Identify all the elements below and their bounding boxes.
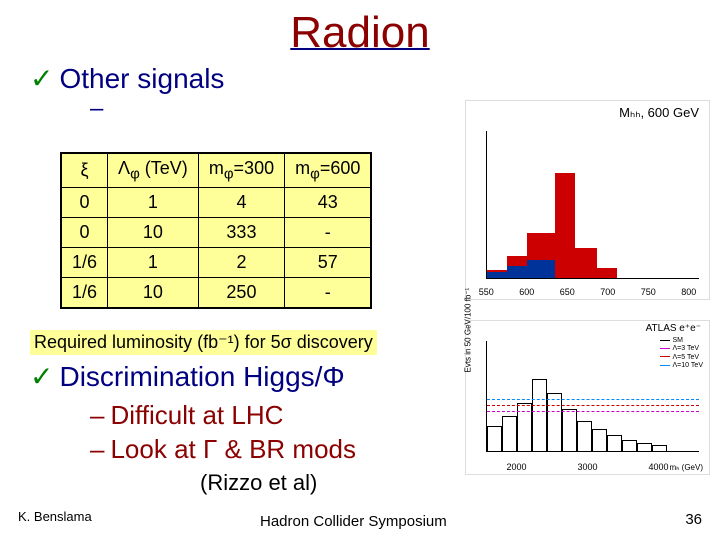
col-m300: mφ=300: [198, 154, 284, 188]
check-icon: ✓: [30, 361, 53, 392]
bullet-text: Other signals: [59, 63, 224, 94]
table-row: 0 1 4 43: [62, 187, 371, 217]
footer-text: Hadron Collider Symposium: [260, 513, 447, 530]
legend: SMΛ=3 TeVΛ=5 TeVΛ=10 TeV: [660, 337, 703, 371]
hist-bar: [507, 266, 527, 278]
tick-label: 550: [479, 287, 494, 297]
hist-step: [622, 440, 637, 451]
chart-title: Mₕₕ, 600 GeV: [619, 105, 699, 121]
hist-step: [607, 435, 622, 451]
tick-label: 700: [600, 287, 615, 297]
table-row: 1/6 1 2 57: [62, 247, 371, 277]
table-caption: Required luminosity (fb⁻¹) for 5σ discov…: [30, 330, 377, 355]
overlay-curve: [487, 411, 699, 412]
x-axis-ticks: 550 600 650 700 750 800: [466, 287, 709, 297]
tick-label: 600: [519, 287, 534, 297]
mini-chart: [145, 110, 265, 150]
hist-step: [502, 416, 517, 451]
tick-label: 750: [641, 287, 656, 297]
check-icon: ✓: [30, 63, 53, 94]
tick-label: 2000: [506, 462, 526, 472]
hist-bar: [487, 272, 507, 278]
hist-plot-area: [486, 131, 699, 279]
hist-bar: [527, 260, 555, 278]
dash-icon: –: [90, 434, 104, 464]
table-row: 1/6 10 250 -: [62, 277, 371, 307]
hist-bar: [597, 268, 617, 278]
bullet-text: Discrimination Higgs/Φ: [59, 361, 344, 392]
col-xi: ξ: [62, 154, 108, 188]
hist-step: [592, 429, 607, 451]
x-axis-label: mₕ (GeV): [670, 463, 703, 472]
hist-bar: [555, 173, 575, 278]
hist-step: [637, 443, 652, 451]
tick-label: 650: [560, 287, 575, 297]
dash-icon: –: [90, 400, 104, 430]
tick-label: 800: [681, 287, 696, 297]
atlas-histogram: ATLAS e⁺e⁻ Evts in 50 GeV/100 fb⁻¹ 20003…: [465, 320, 710, 475]
hist-step: [577, 421, 592, 451]
tick-label: 4000: [648, 462, 668, 472]
sub-bullet-difficult: –Difficult at LHC: [90, 400, 283, 431]
overlay-curve: [487, 399, 699, 400]
hist-step: [652, 445, 667, 451]
hist-step: [562, 409, 577, 451]
author-name: K. Benslama: [18, 509, 92, 524]
overlay-curve: [487, 405, 699, 406]
col-lambda: Λφ (TeV): [108, 154, 199, 188]
page-number: 36: [685, 511, 702, 528]
legend-item: SM: [660, 337, 703, 345]
tick-label: 3000: [577, 462, 597, 472]
hist-step: [487, 426, 502, 451]
luminosity-table: ξ Λφ (TeV) mφ=300 mφ=600 0 1 4 43 0 10 3…: [60, 152, 372, 309]
hist-step: [547, 393, 562, 451]
bullet-other-signals: ✓Other signals: [0, 62, 720, 95]
col-m600: mφ=600: [285, 154, 371, 188]
legend-item: Λ=10 TeV: [660, 362, 703, 370]
bullet-discrimination: ✓Discrimination Higgs/Φ: [30, 360, 345, 393]
chart-title: ATLAS e⁺e⁻: [646, 323, 701, 334]
y-axis-label: Evts in 50 GeV/100 fb⁻¹: [464, 287, 473, 372]
hist-bar: [575, 248, 597, 278]
sub-bullet-look: –Look at Γ & BR mods: [90, 434, 356, 465]
page-title: Radion: [0, 0, 720, 58]
legend-item: Λ=5 TeV: [660, 354, 703, 362]
hist-step: [532, 379, 547, 451]
table-row: 0 10 333 -: [62, 217, 371, 247]
mhh-histogram: Mₕₕ, 600 GeV 550 600 650 700 750 800: [465, 100, 710, 300]
rizzo-citation: (Rizzo et al): [200, 470, 317, 496]
legend-item: Λ=3 TeV: [660, 345, 703, 353]
